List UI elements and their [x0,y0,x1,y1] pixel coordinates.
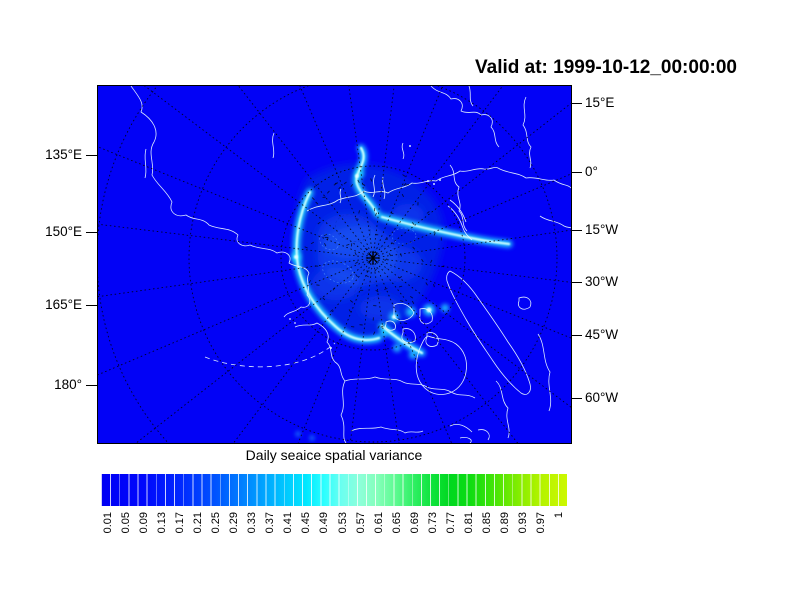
colorbar-tick-label: 0.49 [318,512,331,534]
left-axis-tick [86,232,97,234]
colorbar-tick-label: 0.93 [516,512,529,534]
colorbar [101,474,567,506]
colorbar-tick-label: 0.05 [120,512,133,534]
colorbar-tick-label: 0.65 [390,512,403,534]
colorbar-tick-label: 0.01 [102,512,114,534]
plot-title: Valid at: 1999-10-12_00:00:00 [475,57,737,78]
right-axis-tick-label: 45°W [585,327,619,342]
colorbar-tick-label: 0.41 [282,512,295,534]
colorbar-tick-label: 0.61 [372,512,385,534]
right-axis-tick-label: 30°W [585,274,619,289]
left-axis-tick-label: 150°E [45,224,82,239]
polar-map-svg [98,86,571,443]
colorbar-tick-label: 0.33 [246,512,259,534]
colorbar-tick-label: 0.17 [174,512,187,534]
right-axis-tick-label: 60°W [585,390,619,405]
right-axis-tick [571,398,582,400]
colorbar-tick-label: 0.21 [192,512,205,534]
right-axis-tick [571,230,582,232]
colorbar-tick-label: 0.77 [444,512,457,534]
right-axis-tick-label: 0° [585,164,598,179]
map-plot [97,85,572,444]
colorbar-tick-label: 1 [553,512,565,519]
right-axis-tick [571,282,582,284]
colorbar-tick-label: 0.29 [228,512,241,534]
coastlines [130,86,571,443]
ice-edge-core [295,146,511,355]
colorbar-tick-label: 0.97 [534,512,547,534]
right-axis-tick-label: 15°E [585,95,615,110]
colorbar-tick-label: 0.85 [480,512,493,534]
right-axis-tick [571,335,582,337]
colorbar-tick-label: 0.53 [336,512,349,534]
colorbar-tick-label: 0.69 [408,512,421,534]
colorbar-tick-label: 0.25 [210,512,223,534]
graticule-grid [98,86,571,443]
field-caption: Daily seaice spatial variance [245,447,423,463]
colorbar-tick-label: 0.13 [156,512,169,534]
right-axis-tick [571,172,582,174]
left-axis-tick-label: 165°E [45,297,82,312]
left-axis-tick-label: 135°E [45,147,82,162]
left-axis-tick [86,155,97,157]
colorbar-tick-label: 0.89 [498,512,511,534]
left-axis-tick [86,385,97,387]
colorbar-tick-label: 0.73 [426,512,439,534]
colorbar-tick-label: 0.37 [264,512,277,534]
left-axis-tick-label: 180° [54,377,82,392]
north-pole-marker-icon [366,251,380,265]
small-islands [289,145,441,349]
right-axis-tick [571,103,582,105]
left-axis-tick [86,305,97,307]
colorbar-tick-label: 0.09 [138,512,151,534]
colorbar-tick-label: 0.57 [354,512,367,534]
colorbar-tick-label: 0.81 [462,512,475,534]
right-axis-tick-label: 15°W [585,222,619,237]
ice-pack-speckles [304,174,445,335]
colorbar-tick-label: 0.45 [300,512,313,534]
